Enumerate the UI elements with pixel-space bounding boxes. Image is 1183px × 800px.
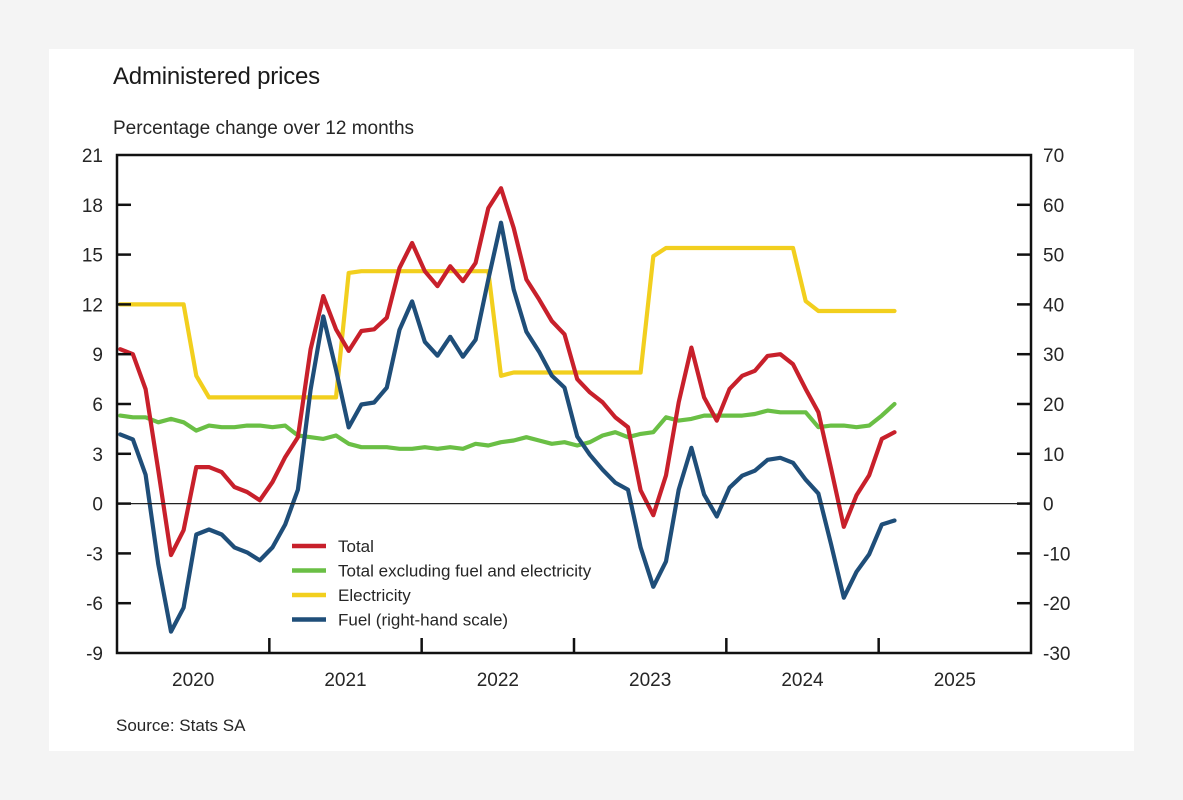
series-line-total-excluding-fuel-and-electricity — [118, 401, 897, 451]
left-y-tick-label: 6 — [92, 395, 103, 416]
left-y-tick-label: -9 — [86, 644, 103, 665]
legend-label: Fuel (right-hand scale) — [338, 611, 508, 630]
x-tick-label: 2020 — [172, 670, 214, 691]
legend-label: Electricity — [338, 586, 411, 605]
right-y-tick-label: 70 — [1043, 146, 1064, 167]
chart-subtitle: Percentage change over 12 months — [113, 118, 415, 139]
chart-card — [49, 49, 1134, 751]
right-y-tick-label: -10 — [1043, 544, 1070, 565]
right-y-tick-label: -20 — [1043, 594, 1070, 615]
left-y-tick-label: -3 — [86, 544, 103, 565]
left-y-tick-label: 3 — [92, 445, 103, 466]
left-y-tick-label: -6 — [86, 594, 103, 615]
left-y-tick-label: 21 — [82, 146, 103, 167]
x-tick-label: 2024 — [781, 670, 824, 691]
right-y-tick-label: 0 — [1043, 495, 1054, 516]
series-line-total — [118, 186, 897, 558]
x-tick-label: 2023 — [629, 670, 671, 691]
series-line-fuel-right-hand-scale — [118, 220, 897, 634]
series-line-electricity — [118, 245, 897, 400]
x-tick-label: 2021 — [324, 670, 366, 691]
right-y-tick-label: -30 — [1043, 644, 1070, 665]
left-y-tick-label: 0 — [92, 495, 103, 516]
right-y-tick-label: 20 — [1043, 395, 1064, 416]
right-y-tick-label: 60 — [1043, 196, 1064, 217]
left-y-tick-label: 9 — [92, 345, 103, 366]
right-y-tick-label: 50 — [1043, 246, 1064, 267]
legend-label: Total excluding fuel and electricity — [338, 562, 592, 581]
legend: Total Total excluding fuel and electricit… — [292, 537, 592, 630]
legend-label: Total — [338, 537, 374, 556]
series-group — [118, 186, 897, 634]
left-y-tick-label: 15 — [82, 246, 103, 267]
source-note: Source: Stats SA — [116, 716, 246, 735]
left-y-tick-label: 18 — [82, 196, 103, 217]
x-tick-label: 2025 — [934, 670, 976, 691]
right-y-tick-label: 40 — [1043, 295, 1064, 316]
x-tick-label: 2022 — [477, 670, 519, 691]
axes-group: 211815129630-3-6-9706050403020100-10-20-… — [82, 146, 1071, 691]
left-y-tick-label: 12 — [82, 295, 103, 316]
right-y-tick-label: 30 — [1043, 345, 1064, 366]
chart-title: Administered prices — [113, 63, 320, 90]
right-y-tick-label: 10 — [1043, 445, 1064, 466]
